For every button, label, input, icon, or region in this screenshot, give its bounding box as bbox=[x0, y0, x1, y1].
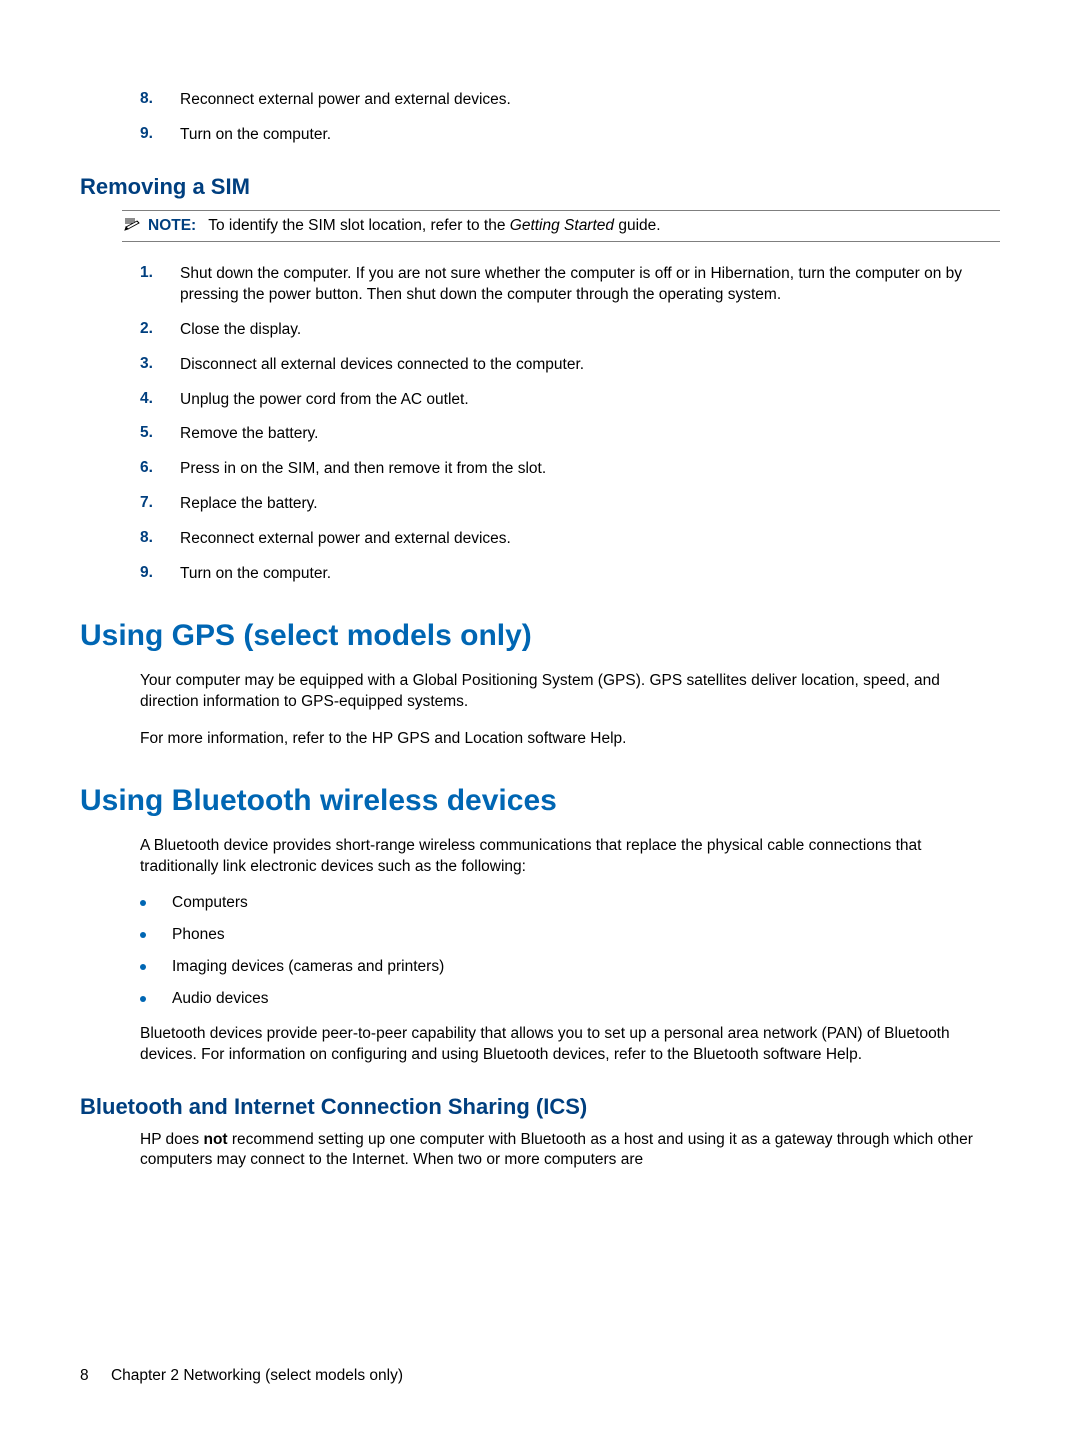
paragraph: HP does not recommend setting up one com… bbox=[140, 1130, 1000, 1172]
list-item: 7.Replace the battery. bbox=[140, 494, 1000, 515]
step-text: Reconnect external power and external de… bbox=[180, 529, 511, 550]
list-item: Imaging devices (cameras and printers) bbox=[140, 958, 1000, 976]
page-footer: 8 Chapter 2 Networking (select models on… bbox=[80, 1367, 403, 1385]
list-item: 8.Reconnect external power and external … bbox=[140, 529, 1000, 550]
step-number: 3. bbox=[140, 355, 180, 376]
step-text: Reconnect external power and external de… bbox=[180, 90, 511, 111]
list-item: 9. Turn on the computer. bbox=[140, 125, 1000, 146]
note-text-italic: Getting Started bbox=[510, 217, 614, 234]
list-item: 6.Press in on the SIM, and then remove i… bbox=[140, 459, 1000, 480]
note-callout: NOTE: To identify the SIM slot location,… bbox=[122, 210, 1000, 242]
note-text: To identify the SIM slot location, refer… bbox=[208, 217, 660, 235]
bullet-list: Computers Phones Imaging devices (camera… bbox=[140, 894, 1000, 1008]
list-item: 3.Disconnect all external devices connec… bbox=[140, 355, 1000, 376]
list-item: 1.Shut down the computer. If you are not… bbox=[140, 264, 1000, 306]
heading-bluetooth: Using Bluetooth wireless devices bbox=[80, 784, 1000, 818]
list-item: Audio devices bbox=[140, 990, 1000, 1008]
list-item: 2.Close the display. bbox=[140, 320, 1000, 341]
bullet-text: Computers bbox=[172, 894, 248, 912]
text-before: HP does bbox=[140, 1131, 203, 1148]
paragraph: A Bluetooth device provides short-range … bbox=[140, 836, 1000, 878]
ordered-list-sim: 1.Shut down the computer. If you are not… bbox=[140, 264, 1000, 585]
note-label: NOTE: bbox=[148, 217, 196, 235]
paragraph: Bluetooth devices provide peer-to-peer c… bbox=[140, 1024, 1000, 1066]
ordered-list-top: 8. Reconnect external power and external… bbox=[140, 90, 1000, 146]
subheading-removing-sim: Removing a SIM bbox=[80, 174, 1000, 200]
step-text: Unplug the power cord from the AC outlet… bbox=[180, 390, 469, 411]
step-text: Remove the battery. bbox=[180, 424, 318, 445]
subheading-bluetooth-ics: Bluetooth and Internet Connection Sharin… bbox=[80, 1094, 1000, 1120]
heading-gps: Using GPS (select models only) bbox=[80, 619, 1000, 653]
paragraph: Your computer may be equipped with a Glo… bbox=[140, 671, 1000, 713]
page-number: 8 bbox=[80, 1367, 89, 1384]
paragraph: For more information, refer to the HP GP… bbox=[140, 729, 1000, 750]
step-number: 9. bbox=[140, 564, 180, 585]
bullet-icon bbox=[140, 900, 146, 906]
step-number: 7. bbox=[140, 494, 180, 515]
bullet-text: Imaging devices (cameras and printers) bbox=[172, 958, 444, 976]
step-number: 1. bbox=[140, 264, 180, 306]
step-number: 6. bbox=[140, 459, 180, 480]
step-number: 8. bbox=[140, 90, 180, 111]
bullet-text: Audio devices bbox=[172, 990, 269, 1008]
step-text: Shut down the computer. If you are not s… bbox=[180, 264, 1000, 306]
step-text: Press in on the SIM, and then remove it … bbox=[180, 459, 546, 480]
step-number: 2. bbox=[140, 320, 180, 341]
note-text-before: To identify the SIM slot location, refer… bbox=[208, 217, 510, 234]
text-after: recommend setting up one computer with B… bbox=[140, 1131, 973, 1169]
bullet-text: Phones bbox=[172, 926, 225, 944]
list-item: Computers bbox=[140, 894, 1000, 912]
step-text: Turn on the computer. bbox=[180, 564, 331, 585]
list-item: 8. Reconnect external power and external… bbox=[140, 90, 1000, 111]
chapter-label: Chapter 2 Networking (select models only… bbox=[111, 1367, 403, 1384]
list-item: Phones bbox=[140, 926, 1000, 944]
list-item: 4.Unplug the power cord from the AC outl… bbox=[140, 390, 1000, 411]
note-text-after: guide. bbox=[614, 217, 661, 234]
step-number: 4. bbox=[140, 390, 180, 411]
list-item: 5.Remove the battery. bbox=[140, 424, 1000, 445]
step-text: Turn on the computer. bbox=[180, 125, 331, 146]
step-text: Close the display. bbox=[180, 320, 301, 341]
list-item: 9.Turn on the computer. bbox=[140, 564, 1000, 585]
step-text: Disconnect all external devices connecte… bbox=[180, 355, 584, 376]
step-number: 9. bbox=[140, 125, 180, 146]
step-number: 8. bbox=[140, 529, 180, 550]
bullet-icon bbox=[140, 996, 146, 1002]
bullet-icon bbox=[140, 932, 146, 938]
step-number: 5. bbox=[140, 424, 180, 445]
note-icon bbox=[122, 217, 142, 235]
step-text: Replace the battery. bbox=[180, 494, 318, 515]
text-bold: not bbox=[203, 1131, 227, 1148]
bullet-icon bbox=[140, 964, 146, 970]
